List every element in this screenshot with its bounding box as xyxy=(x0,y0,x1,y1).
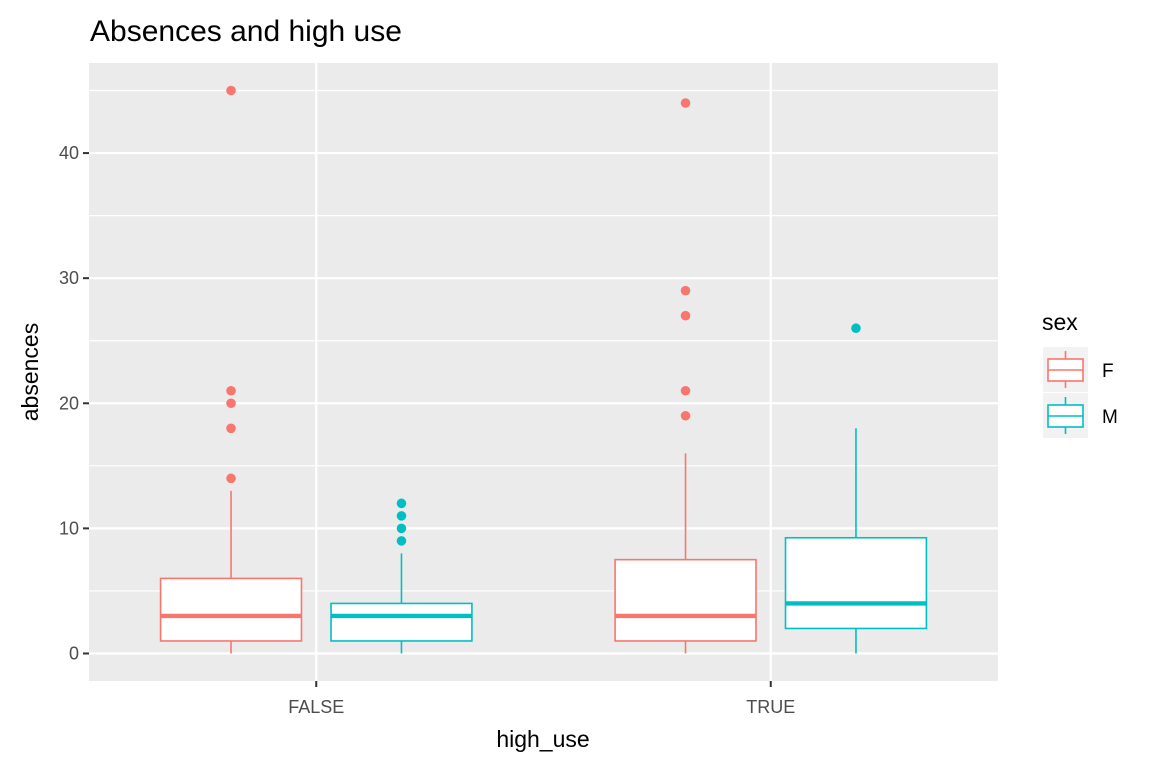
legend-key-M: M xyxy=(1043,393,1118,438)
x-axis-title: high_use xyxy=(496,726,589,752)
box-iqr xyxy=(330,602,473,642)
y-tick-label: 40 xyxy=(59,143,79,163)
y-tick-label: 0 xyxy=(69,643,79,663)
box-F-TRUE xyxy=(614,98,757,654)
legend-keys: FM xyxy=(1043,347,1118,438)
legend: sex FM xyxy=(1042,309,1118,438)
outlier-point xyxy=(396,498,407,509)
outlier-point xyxy=(680,410,691,421)
x-tick-label: FALSE xyxy=(288,697,344,717)
outlier-point xyxy=(226,423,236,434)
outlier-point xyxy=(680,98,691,108)
outlier-point xyxy=(396,536,407,546)
box-iqr xyxy=(614,558,757,642)
outlier-point xyxy=(680,385,691,396)
legend-label-M: M xyxy=(1102,407,1118,428)
outlier-point xyxy=(851,323,861,334)
box-iqr xyxy=(159,577,303,642)
y-tick-label: 10 xyxy=(59,518,79,538)
legend-key-F: F xyxy=(1043,347,1114,392)
outlier-point xyxy=(396,511,407,521)
y-axis-title: absences xyxy=(17,323,43,421)
chart-title: Absences and high use xyxy=(90,15,402,48)
legend-title: sex xyxy=(1042,309,1078,335)
outlier-point xyxy=(226,398,236,409)
outlier-point xyxy=(680,310,691,321)
plot-marks xyxy=(159,85,928,654)
outlier-point xyxy=(226,385,236,396)
grid-lines xyxy=(89,63,998,681)
box-M-FALSE xyxy=(330,498,473,654)
outlier-point xyxy=(396,523,407,534)
x-tick-label: TRUE xyxy=(746,697,795,717)
box-iqr xyxy=(784,536,928,630)
box-F-FALSE xyxy=(159,85,303,654)
outlier-point xyxy=(226,85,236,96)
y-tick-label: 30 xyxy=(59,268,79,288)
legend-label-F: F xyxy=(1102,361,1114,382)
y-tick-label: 20 xyxy=(59,393,79,413)
outlier-point xyxy=(226,473,236,484)
axes: 0 10 20 30 40 FALSE TRUE xyxy=(59,143,795,717)
box-M-TRUE xyxy=(784,323,928,654)
outlier-point xyxy=(680,285,691,296)
